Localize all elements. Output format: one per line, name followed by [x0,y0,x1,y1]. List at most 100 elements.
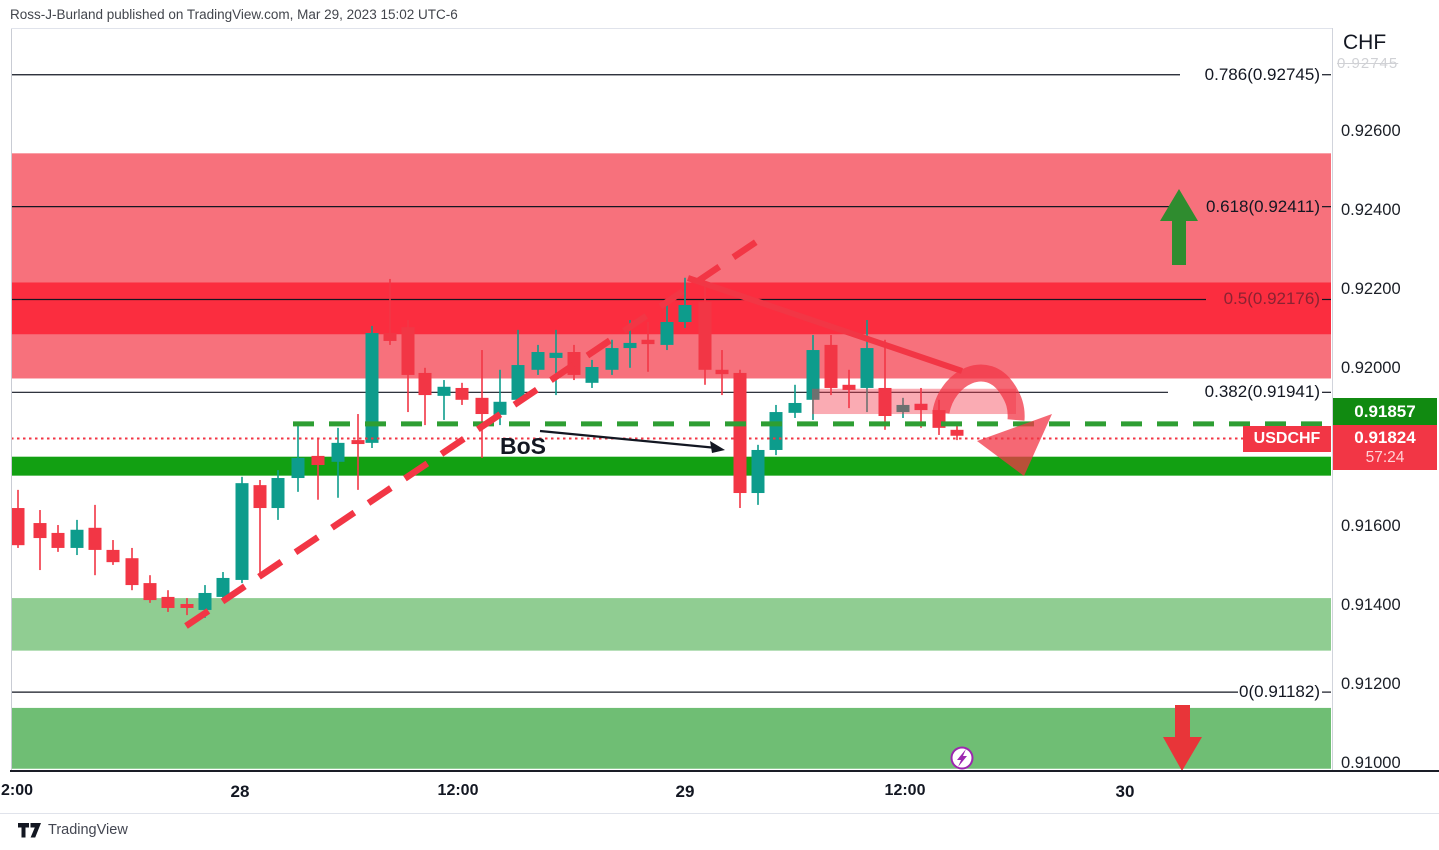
attribution-text: TradingView [48,822,128,838]
candle-body [733,372,747,494]
candle-body [11,508,25,546]
candle-body [365,333,379,443]
lightning-bolt [957,749,967,767]
byline: Ross-J-Burland published on TradingView.… [10,7,458,22]
price-axis-separator [1332,28,1333,772]
candle-body [493,401,507,415]
chart-left-border [11,28,12,772]
candle-body [351,440,365,445]
candle-body [418,372,432,396]
zone-demand-band[interactable] [11,456,1331,476]
candle-body [437,386,451,396]
candle-body [511,365,525,400]
candle-body [660,321,674,345]
candle-body [475,397,489,415]
bos-label: BoS [500,433,546,459]
tradingview-attribution[interactable]: TradingView [18,822,128,838]
faded-axis-price: 0.92745 [1337,55,1399,72]
candle-body [271,478,285,509]
fib-label-0: 0(0.91182) [1239,682,1320,702]
candle-body [896,404,910,413]
time-axis-border [10,770,1439,772]
fib-label-0.786: 0.786(0.92745) [1204,64,1320,84]
curved-down-arrow-head[interactable] [977,414,1052,476]
candle-body [715,369,729,375]
candle-body [216,577,230,597]
candle-body [860,348,874,388]
zone-target-zone[interactable] [11,707,1331,769]
currency-label: CHF [1343,31,1387,54]
time-tick-label: 12:00 [437,782,479,799]
candle-body [914,403,928,411]
candle-body [125,558,139,586]
candle-body [585,367,599,383]
candle-body [455,387,469,400]
candle-body [33,523,47,539]
candle-body [623,342,637,349]
candle-body [161,596,175,608]
price-tick-label: 0.91400 [1341,596,1401,614]
symbol-tag: USDCHF [1243,426,1331,452]
candle-body [531,352,545,370]
candle-body [824,344,838,388]
current-price-badge: 0.91824 57:24 [1333,425,1437,470]
bar-countdown: 57:24 [1365,449,1405,467]
level-price-badge: 0.91857 [1333,398,1437,425]
candle-body [678,305,692,322]
candle-body [106,549,120,563]
time-tick-label: 30 [1115,782,1135,801]
candle-body [950,429,964,436]
fib-label-0.618: 0.618(0.92411) [1205,196,1320,216]
chart-top-border [11,28,1332,29]
down-arrow-icon[interactable] [1163,705,1202,771]
candle-body [235,483,249,580]
candle-body [311,455,325,465]
candle-body [143,583,157,601]
downtrend-solid-line[interactable] [687,275,963,374]
candle-body [842,384,856,390]
candle-body [383,333,397,341]
candle-body [198,592,212,610]
candle-body [70,529,84,548]
candle-body [401,327,415,375]
price-tick-label: 0.92200 [1341,280,1401,298]
candle-body [698,301,712,370]
candle-body [180,604,194,608]
price-tick-label: 0.92000 [1341,359,1401,377]
zone-support-zone[interactable] [11,598,1331,651]
candle-body [788,402,802,413]
price-tick-label: 0.92600 [1341,122,1401,140]
up-arrow-icon[interactable] [1160,189,1198,265]
candle-body [806,350,820,400]
bos-arrow-head [710,441,725,453]
fib-label-0.382: 0.382(0.91941) [1204,382,1320,402]
time-tick-label: 12:00 [884,782,926,799]
footer-divider [0,813,1439,814]
candle-body [51,532,65,548]
candle-body [605,348,619,370]
fib-label-0.5: 0.5(0.92176) [1223,289,1320,309]
candle-body [549,352,563,358]
candle-body [769,412,783,450]
candle-body [88,527,102,550]
bos-arrow-line[interactable] [539,429,718,450]
candle-body [253,485,267,509]
price-tick-label: 0.92400 [1341,201,1401,219]
candle-body [291,457,305,479]
candle-body [331,442,345,462]
time-tick-label: 2:00 [1,782,34,799]
tradingview-logo-icon [18,822,41,837]
supply-box[interactable] [812,388,1016,415]
current-price: 0.91824 [1354,428,1416,448]
uptrend-dashed-line[interactable] [184,239,758,629]
candle-body [878,387,892,417]
candle-body [641,339,655,345]
price-tick-label: 0.91600 [1341,517,1401,535]
time-tick-label: 28 [230,782,250,801]
candle-body [751,449,765,494]
price-tick-label: 0.91200 [1341,675,1401,693]
curved-down-arrow[interactable] [932,364,1025,421]
time-tick-label: 29 [675,782,695,801]
